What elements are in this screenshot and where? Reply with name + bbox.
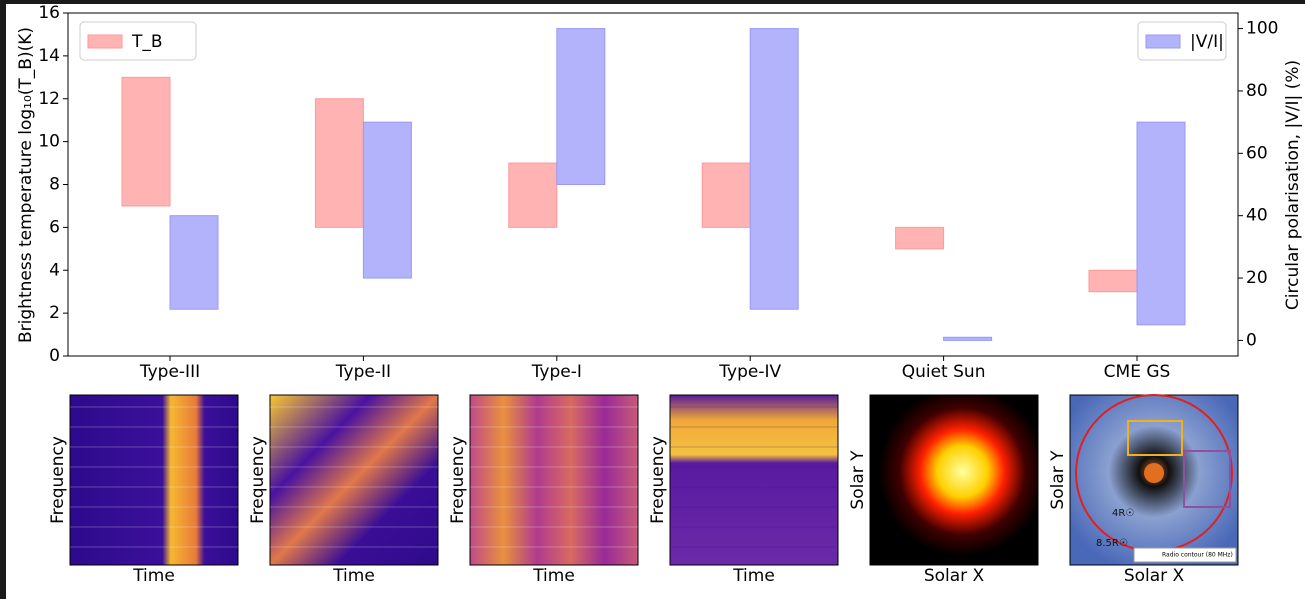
x-tick-label: Type-II — [335, 362, 391, 382]
panel-x-label: Time — [132, 566, 175, 586]
range-bar — [314, 98, 364, 228]
range-bar — [508, 162, 558, 228]
y2-tick-label: 100 — [1246, 19, 1278, 39]
legend-label: |V/I| — [1190, 32, 1224, 52]
range-bar — [556, 28, 606, 185]
y2-tick-label: 60 — [1246, 143, 1268, 163]
y-tick-label: 4 — [49, 260, 60, 280]
panel-x-label: Solar X — [924, 566, 985, 586]
panel-y-label: Frequency — [48, 436, 68, 524]
y2-tick-label: 40 — [1246, 206, 1268, 226]
panel-image — [69, 394, 239, 566]
legend-box — [79, 21, 197, 61]
range-bar — [1136, 121, 1186, 326]
y2-axis-label: Circular polarisation, |V/I| (%) — [1283, 60, 1303, 310]
panel-y-label: Solar Y — [1048, 450, 1068, 510]
legend-swatch — [87, 34, 123, 49]
panel-image — [669, 394, 839, 566]
range-bar — [895, 226, 945, 250]
y-tick-label: 16 — [38, 3, 60, 23]
panel-image — [269, 394, 439, 566]
y-axis-label: Brightness temperature log₁₀(T_B)(K) — [16, 27, 36, 343]
range-bar — [362, 121, 412, 279]
range-bar — [701, 162, 751, 228]
y2-tick-label: 0 — [1246, 330, 1257, 350]
panel-box — [1183, 450, 1231, 508]
panel-x-label: Solar X — [1124, 566, 1185, 586]
y-tick-label: 10 — [38, 132, 60, 152]
panel-annotation: 4R☉ — [1112, 508, 1134, 519]
y-tick-label: 12 — [38, 89, 60, 109]
x-tick-label: Type-I — [531, 362, 582, 382]
panel-legend — [1133, 547, 1237, 563]
x-tick-label: Quiet Sun — [902, 362, 986, 382]
panel-image — [869, 394, 1039, 566]
y-tick-label: 2 — [49, 303, 60, 323]
y-tick-label: 14 — [38, 46, 60, 66]
panel-annotation: 8.5R☉ — [1096, 538, 1128, 549]
panel-x-label: Time — [732, 566, 775, 586]
panel-image — [469, 394, 639, 566]
panel-y-label: Frequency — [648, 436, 668, 524]
panel-x-label: Time — [532, 566, 575, 586]
panel-sun — [1144, 463, 1164, 483]
x-tick-label: Type-III — [139, 362, 200, 382]
panel-y-label: Solar Y — [848, 450, 868, 510]
panel-y-label: Frequency — [248, 436, 268, 524]
panel-annotation: Radio contour (80 MHz) — [1162, 552, 1233, 559]
y-tick-label: 0 — [49, 346, 60, 366]
range-bar — [121, 76, 171, 207]
panel-box — [1127, 420, 1183, 456]
y-tick-label: 6 — [49, 217, 60, 237]
y2-tick-label: 80 — [1246, 81, 1268, 101]
range-bar — [749, 28, 799, 310]
y-tick-label: 8 — [49, 175, 60, 195]
x-tick-label: Type-IV — [718, 362, 781, 382]
range-bar — [169, 215, 219, 310]
range-bar — [1088, 269, 1138, 293]
thumbnail-panels: Time Frequency Time Frequency Time Frequency T… — [48, 394, 1239, 586]
panel-y-label: Frequency — [448, 436, 468, 524]
range-bar — [943, 336, 993, 341]
legend-label: T_B — [131, 32, 163, 52]
legend-box — [1137, 21, 1227, 61]
y2-tick-label: 20 — [1246, 268, 1268, 288]
legend-swatch — [1145, 34, 1181, 49]
x-tick-label: CME GS — [1104, 362, 1171, 382]
panel-x-label: Time — [332, 566, 375, 586]
